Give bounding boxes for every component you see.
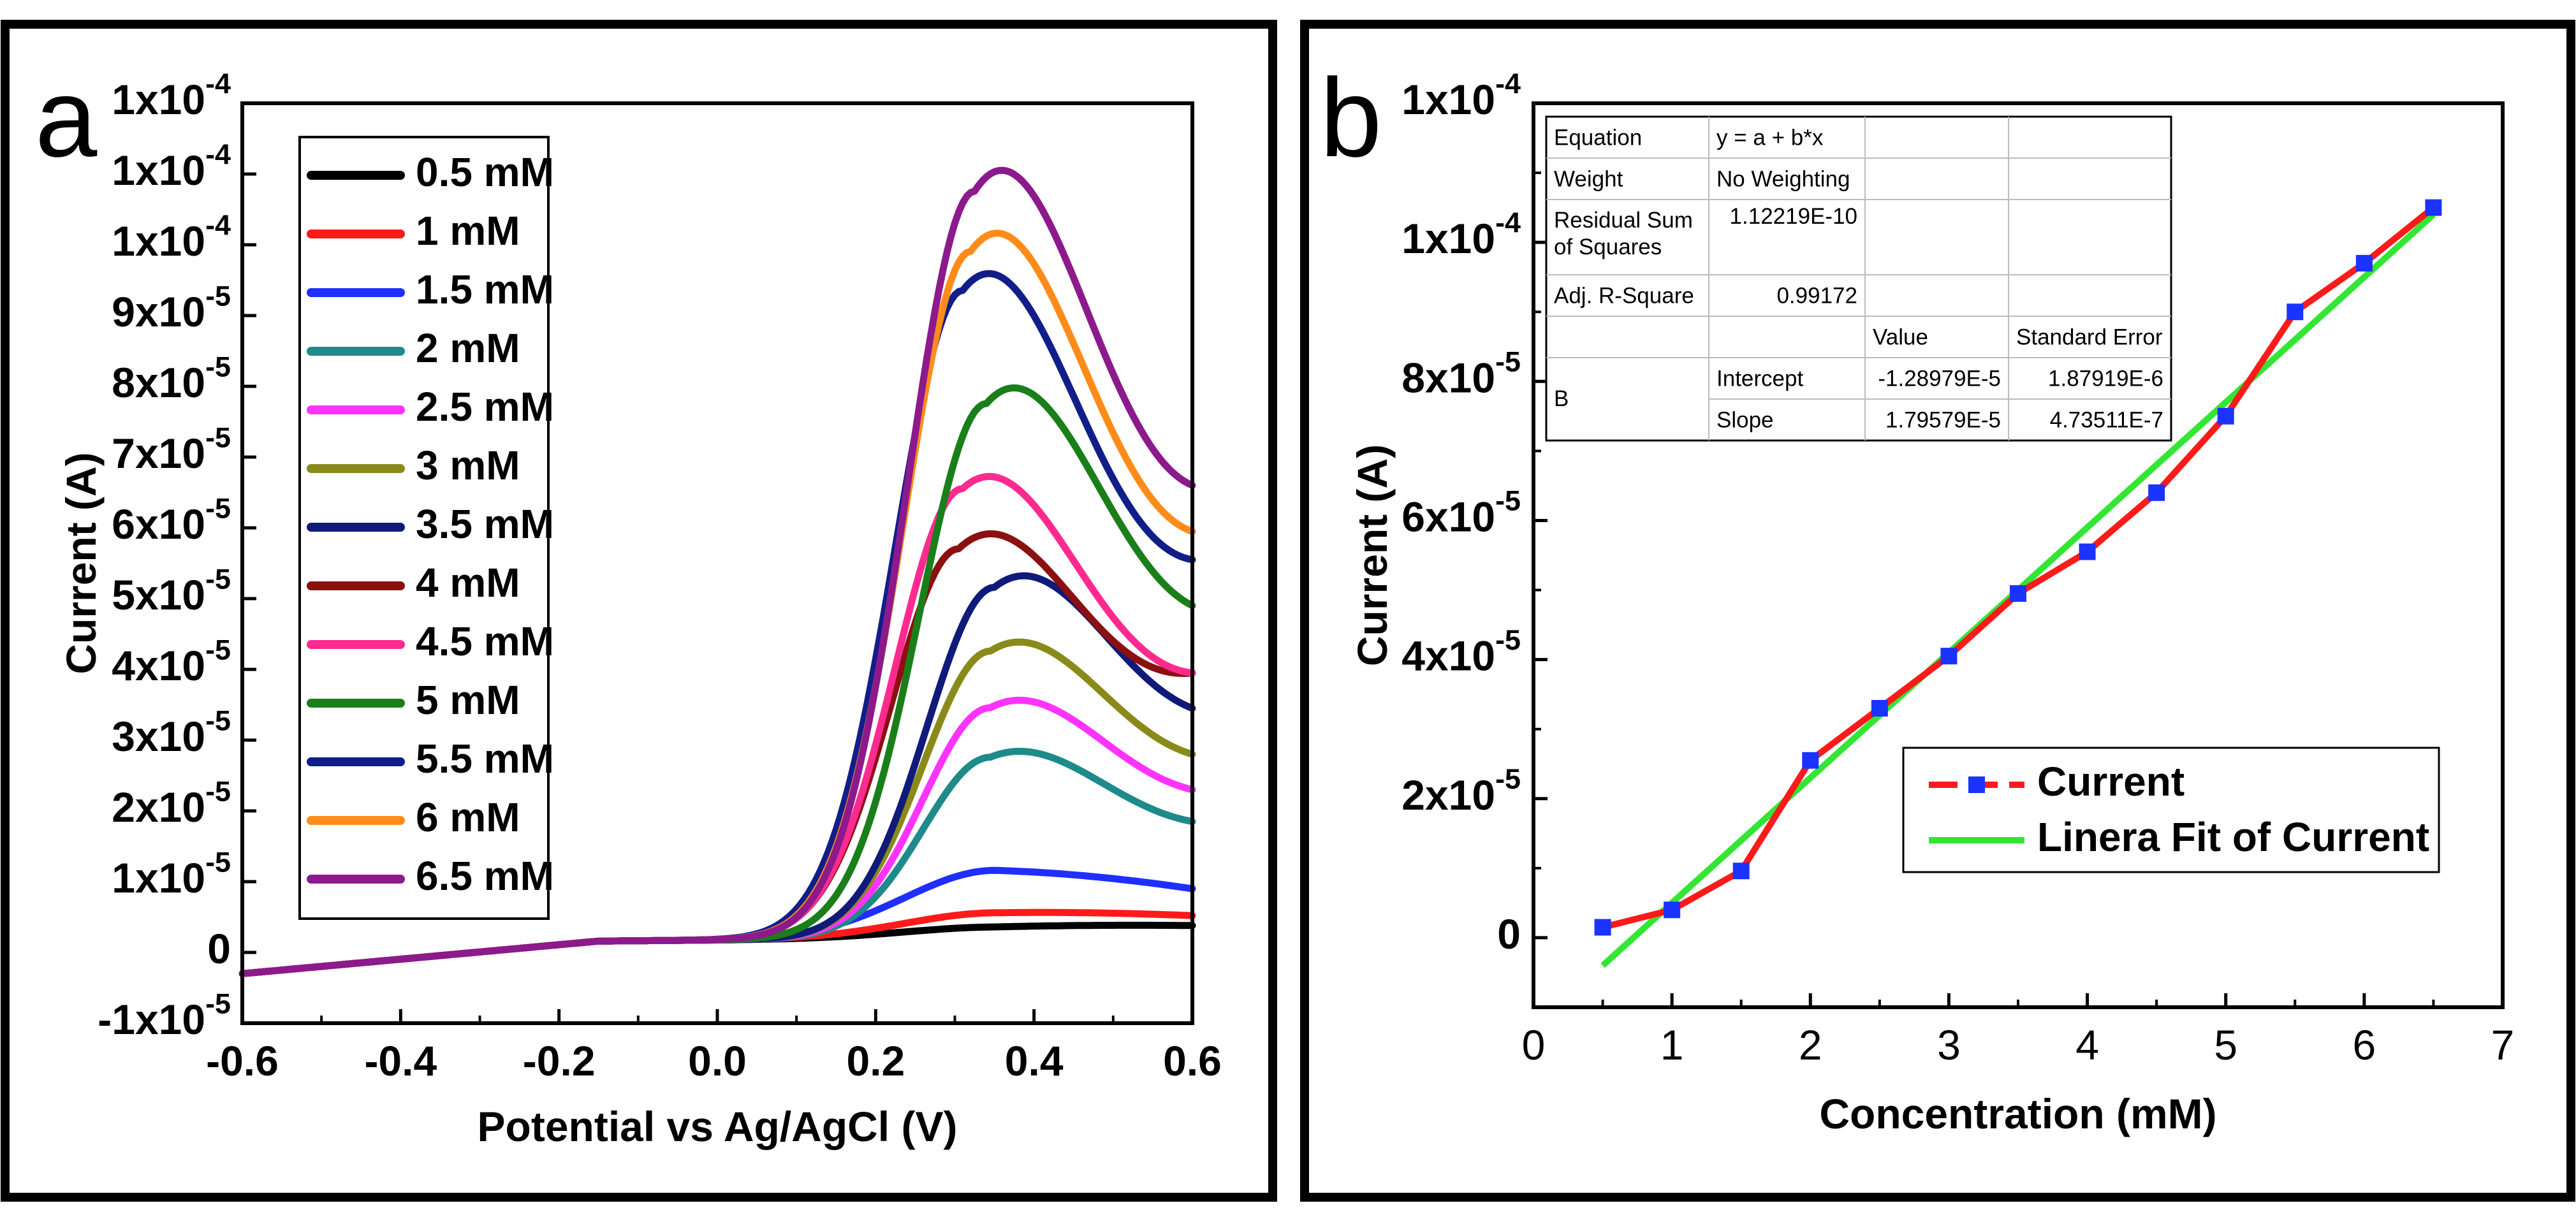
panel-b-legend-label: Linera Fit of Current xyxy=(2037,814,2429,860)
panel-b-y-tick-label: 8x10-5 xyxy=(1401,345,1521,401)
panel-b-x-tick-label: 6 xyxy=(2352,1021,2376,1068)
fit-table-cell: Adj. R-Square xyxy=(1554,284,1694,309)
fit-table-cell: y = a + b*x xyxy=(1716,126,1824,150)
panel-a-y-tick-label: -1x10-5 xyxy=(98,987,231,1043)
panel-a-y-tick-label: 9x10-5 xyxy=(112,279,231,335)
panel-b-x-axis-title: Concentration (mM) xyxy=(1819,1090,2216,1137)
panel-a-x-tick-label: -0.2 xyxy=(523,1037,596,1084)
panel-a-label: a xyxy=(35,56,98,180)
fit-table-cell: Weight xyxy=(1554,167,1623,192)
panel-a-legend-label: 1.5 mM xyxy=(416,266,554,312)
panel-a-y-axis-title: Current (A) xyxy=(57,452,105,674)
panel-b-data-point xyxy=(1871,699,1888,717)
fit-table-cell: Intercept xyxy=(1716,367,1803,391)
panel-a-legend-label: 2 mM xyxy=(416,325,520,371)
panel-a-legend-label: 6.5 mM xyxy=(416,853,554,899)
panel-a-frame xyxy=(1,20,1277,1202)
panel-b-data-point xyxy=(1940,648,1958,665)
panel-b-y-tick-label: 4x10-5 xyxy=(1401,623,1521,680)
fit-table-cell: 4.73511E-7 xyxy=(2050,408,2163,433)
panel-b-data-point xyxy=(2217,407,2234,425)
panel-a-legend-label: 0.5 mM xyxy=(416,149,554,195)
panel-b-legend-box xyxy=(1902,747,2440,873)
panel-b-data-point xyxy=(1802,752,1819,769)
panel-b-data-point xyxy=(1664,901,1681,919)
panel-a-legend-label: 5.5 mM xyxy=(416,736,554,782)
panel-a-y-tick-label: 7x10-5 xyxy=(112,421,231,477)
panel-a-y-tick-label: 4x10-5 xyxy=(112,633,231,689)
panel-a-legend-label: 3 mM xyxy=(416,442,520,488)
panel-b-data-point xyxy=(2010,585,2026,602)
panel-b-data-point xyxy=(1594,919,1611,936)
panel-b-fit-table: Equation y = a + b*x Weight No Weighting Res… xyxy=(1545,115,2172,442)
panel-a-x-tick-label: 0.6 xyxy=(1163,1037,1222,1084)
fit-table-cell: Standard Error xyxy=(2016,325,2163,350)
panel-b-x-tick-label: 1 xyxy=(1660,1021,1684,1068)
panel-a-legend-label: 5 mM xyxy=(416,677,520,723)
fit-table-cell: Slope xyxy=(1716,408,1774,433)
panel-b-data-point xyxy=(2425,199,2442,216)
fit-table-cell: 1.12219E-10 xyxy=(1730,204,1857,229)
panel-a-x-axis-title: Potential vs Ag/AgCl (V) xyxy=(478,1103,958,1150)
panel-b-x-tick-label: 5 xyxy=(2214,1021,2237,1068)
panel-a-legend-label: 3.5 mM xyxy=(416,501,554,547)
panel-a-legend-label: 4 mM xyxy=(416,560,520,606)
panel-a-y-tick-label: 8x10-5 xyxy=(112,350,231,406)
panel-b-x-tick-label: 2 xyxy=(1799,1021,1822,1068)
fit-table-cell: B xyxy=(1554,386,1569,411)
panel-b-x-tick-label: 0 xyxy=(1522,1021,1546,1068)
fit-table-cell: 1.79579E-5 xyxy=(1885,408,2001,433)
panel-b-y-tick-label: 2x10-5 xyxy=(1401,762,1521,819)
panel-a-y-tick-label: 1x10-4 xyxy=(112,67,231,123)
fit-table-cell: 0.99172 xyxy=(1776,284,1857,309)
panel-b-data-point xyxy=(2148,484,2165,501)
fit-table-cell: Value xyxy=(1873,325,1928,350)
panel-a-y-tick-label: 1x10-4 xyxy=(112,208,231,265)
panel-b-data-point xyxy=(2287,303,2304,321)
fit-table-cell: No Weighting xyxy=(1716,167,1850,192)
panel-a-x-tick-label: -0.6 xyxy=(206,1037,279,1084)
panel-b-data-point xyxy=(2079,543,2096,560)
panel-b-frame xyxy=(1300,20,2575,1202)
panel-a-x-tick-label: 0.2 xyxy=(846,1037,905,1084)
panel-b-y-tick-label: 1x10-4 xyxy=(1401,206,1521,262)
panel-b-data-point xyxy=(2355,254,2373,272)
panel-a-y-tick-label: 6x10-5 xyxy=(112,492,231,548)
panel-a-y-tick-label: 2x10-5 xyxy=(112,775,231,831)
panel-a-curves xyxy=(238,166,1196,977)
fit-table-cell: Residual Sum of Squares xyxy=(1554,208,1693,259)
panel-b-data-point xyxy=(1732,863,1750,880)
panel-a-x-tick-label: 0.0 xyxy=(688,1037,747,1084)
panel-a-legend-label: 4.5 mM xyxy=(416,618,554,664)
panel-b-y-axis-title: Current (A) xyxy=(1349,444,1396,666)
panel-b-label: b xyxy=(1320,56,1382,180)
fit-table-border xyxy=(1545,115,2172,442)
panel-b-x-tick-label: 3 xyxy=(1937,1021,1961,1068)
panel-b-legend-label: Current xyxy=(2037,759,2184,805)
panel-a-y-tick-label: 3x10-5 xyxy=(112,704,231,760)
panel-b-y-tick-label: 0 xyxy=(1497,910,1521,958)
panel-a-legend-label: 6 mM xyxy=(416,794,520,840)
panel-a-legend-label: 2.5 mM xyxy=(416,384,554,430)
fit-table-cell: Equation xyxy=(1554,126,1642,150)
panel-a-y-tick-label: 1x10-5 xyxy=(112,845,231,901)
panel-a-y-tick-label: 1x10-4 xyxy=(112,138,231,194)
fit-table-cell: 1.87919E-6 xyxy=(2048,367,2163,391)
panel-b-x-tick-label: 7 xyxy=(2491,1021,2515,1068)
panel-a-y-tick-label: 5x10-5 xyxy=(112,562,231,618)
panel-a-y-tick-label: 0 xyxy=(207,925,231,972)
panel-a-x-tick-label: 0.4 xyxy=(1005,1037,1064,1084)
series-line-0.5-mM xyxy=(238,921,1196,977)
fit-table-cell: -1.28979E-5 xyxy=(1878,367,2001,391)
panel-b-legend-marker xyxy=(1968,776,1985,793)
panel-b-y-tick-label: 1x10-4 xyxy=(1401,67,1521,123)
panel-a-legend-label: 1 mM xyxy=(416,208,520,254)
panel-a-x-tick-label: -0.4 xyxy=(364,1037,437,1084)
series-line-6.5-mM xyxy=(238,166,1196,977)
panel-b-x-tick-label: 4 xyxy=(2075,1021,2099,1068)
panel-b-y-tick-label: 6x10-5 xyxy=(1401,484,1521,541)
